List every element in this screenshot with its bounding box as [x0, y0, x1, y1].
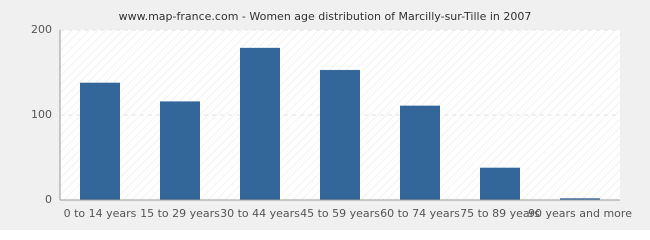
bar: [240, 47, 280, 200]
x-tick-label: 15 to 29 years: [140, 207, 220, 220]
y-tick-label: 100: [31, 108, 52, 121]
bar: [560, 198, 600, 200]
y-tick-label: 200: [31, 23, 52, 36]
bar: [400, 105, 440, 200]
bar: [160, 101, 200, 200]
x-tick-label: 60 to 74 years: [380, 207, 460, 220]
chart: www.map-france.com - Women age distribut…: [0, 0, 650, 230]
x-tick-label: 90 years and more: [528, 207, 632, 220]
bar: [320, 69, 360, 200]
y-tick-label: 0: [45, 193, 52, 206]
x-tick-label: 0 to 14 years: [64, 207, 137, 220]
chart-title: www.map-france.com - Women age distribut…: [119, 10, 532, 23]
x-tick-label: 30 to 44 years: [220, 207, 300, 220]
x-tick-label: 75 to 89 years: [460, 207, 540, 220]
bar: [480, 167, 520, 200]
x-tick-label: 45 to 59 years: [300, 207, 380, 220]
bar: [80, 82, 120, 200]
